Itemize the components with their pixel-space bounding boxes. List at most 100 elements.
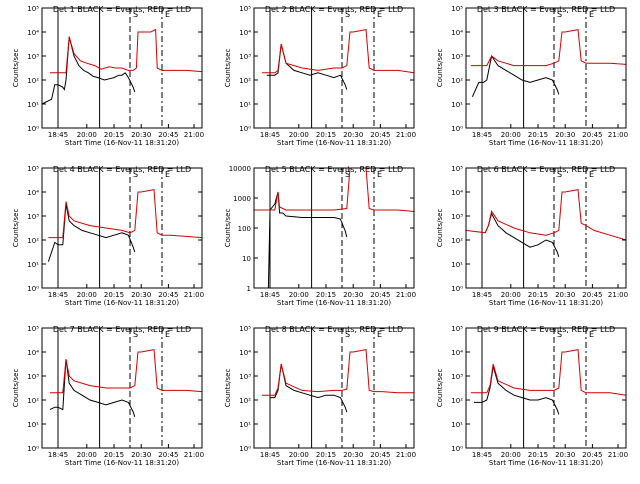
y-tick-label: 10¹ <box>451 421 463 429</box>
panel-title: Det 7 BLACK = Events, RED = LLD <box>53 325 191 334</box>
y-tick-label: 10² <box>27 237 39 245</box>
y-tick-label: 10⁴ <box>451 349 463 357</box>
y-tick-label: 10³ <box>239 373 251 381</box>
panel-title: Det 8 BLACK = Events, RED = LLD <box>265 325 403 334</box>
panel-title: Det 5 BLACK = Events, RED = LLD <box>265 165 403 174</box>
x-tick-label: 20:30 <box>131 451 151 459</box>
y-axis-label: Counts/sec <box>224 49 232 88</box>
series-events <box>471 54 560 98</box>
x-tick-label: 20:30 <box>343 451 363 459</box>
x-tick-label: 20:00 <box>77 291 97 299</box>
x-tick-label: 20:45 <box>370 291 390 299</box>
x-axis-label: Start Time (16-Nov-11 18:31:20) <box>65 459 179 467</box>
series-lld <box>470 349 627 396</box>
x-tick-label: 20:30 <box>131 131 151 139</box>
panel-title: Det 9 BLACK = Events, RED = LLD <box>477 325 615 334</box>
marker-e-label: E <box>589 10 594 19</box>
y-tick-label: 10⁵ <box>451 325 463 333</box>
panel-title: Det 3 BLACK = Events, RED = LLD <box>477 5 615 14</box>
x-tick-label: 20:45 <box>158 451 178 459</box>
marker-s-label: S <box>557 330 562 339</box>
y-tick-label: 10⁴ <box>451 29 463 37</box>
x-tick-label: 20:45 <box>158 291 178 299</box>
x-axis-label: Start Time (16-Nov-11 18:31:20) <box>277 299 391 307</box>
x-tick-label: 18:45 <box>260 291 280 299</box>
y-tick-label: 10³ <box>451 373 463 381</box>
y-tick-label: 10⁰ <box>239 125 251 133</box>
plot-frame <box>41 7 203 129</box>
x-tick-label: 18:45 <box>48 131 68 139</box>
plot-frame <box>253 327 415 449</box>
y-tick-label: 1 <box>247 285 251 293</box>
x-tick-label: 20:00 <box>77 131 97 139</box>
x-tick-label: 20:45 <box>582 131 602 139</box>
marker-e-label: E <box>377 170 382 179</box>
y-tick-label: 10² <box>451 77 463 85</box>
y-tick-label: 10⁵ <box>27 325 39 333</box>
x-tick-label: 18:45 <box>260 131 280 139</box>
marker-e-label: E <box>589 170 594 179</box>
x-tick-label: 21:00 <box>396 131 416 139</box>
x-tick-label: 20:45 <box>370 131 390 139</box>
plot-frame <box>465 7 627 129</box>
y-tick-label: 10³ <box>27 373 39 381</box>
x-tick-label: 18:45 <box>260 451 280 459</box>
y-tick-label: 10⁰ <box>27 445 39 453</box>
y-tick-label: 10¹ <box>451 101 463 109</box>
x-tick-label: 21:00 <box>396 291 416 299</box>
marker-s-label: S <box>133 10 138 19</box>
x-axis-label: Start Time (16-Nov-11 18:31:20) <box>489 459 603 467</box>
series-events <box>41 36 136 105</box>
marker-e-label: E <box>377 10 382 19</box>
x-tick-label: 18:45 <box>48 291 68 299</box>
x-tick-label: 20:00 <box>501 451 521 459</box>
series-events <box>474 366 560 415</box>
y-tick-label: 10⁵ <box>239 325 251 333</box>
series-events <box>49 359 136 417</box>
y-tick-label: 10⁵ <box>27 165 39 173</box>
x-tick-label: 20:15 <box>104 291 124 299</box>
marker-s-label: S <box>133 170 138 179</box>
y-tick-label: 10² <box>451 397 463 405</box>
x-tick-label: 20:15 <box>528 131 548 139</box>
marker-s-label: S <box>345 330 350 339</box>
plot-frame <box>465 167 627 289</box>
y-tick-label: 10⁴ <box>239 29 251 37</box>
x-tick-label: 21:00 <box>184 131 204 139</box>
series-lld <box>254 167 415 212</box>
y-tick-label: 10⁴ <box>27 349 39 357</box>
y-tick-label: 100 <box>238 225 251 233</box>
y-tick-label: 10¹ <box>27 101 39 109</box>
x-tick-label: 18:45 <box>472 291 492 299</box>
y-tick-label: 10³ <box>239 53 251 61</box>
x-axis-label: Start Time (16-Nov-11 18:31:20) <box>489 139 603 147</box>
marker-s-label: S <box>557 10 562 19</box>
y-tick-label: 1000 <box>233 195 251 203</box>
x-tick-label: 20:00 <box>77 451 97 459</box>
series-lld <box>48 189 203 239</box>
y-tick-label: 10⁵ <box>27 5 39 13</box>
x-tick-label: 18:45 <box>48 451 68 459</box>
y-tick-label: 10⁰ <box>27 285 39 293</box>
panel-title: Det 2 BLACK = Events, RED = LLD <box>265 5 403 14</box>
panel-title: Det 1 BLACK = Events, RED = LLD <box>53 5 191 14</box>
y-axis-label: Counts/sec <box>12 209 20 248</box>
x-tick-label: 20:30 <box>555 291 575 299</box>
y-tick-label: 10⁵ <box>451 165 463 173</box>
x-tick-label: 20:30 <box>131 291 151 299</box>
marker-e-label: E <box>165 330 170 339</box>
marker-s-label: S <box>345 170 350 179</box>
x-tick-label: 20:15 <box>104 451 124 459</box>
y-axis-label: Counts/sec <box>12 49 20 88</box>
x-tick-label: 21:00 <box>396 451 416 459</box>
y-tick-label: 10³ <box>27 53 39 61</box>
x-tick-label: 20:15 <box>316 291 336 299</box>
x-axis-label: Start Time (16-Nov-11 18:31:20) <box>277 459 391 467</box>
